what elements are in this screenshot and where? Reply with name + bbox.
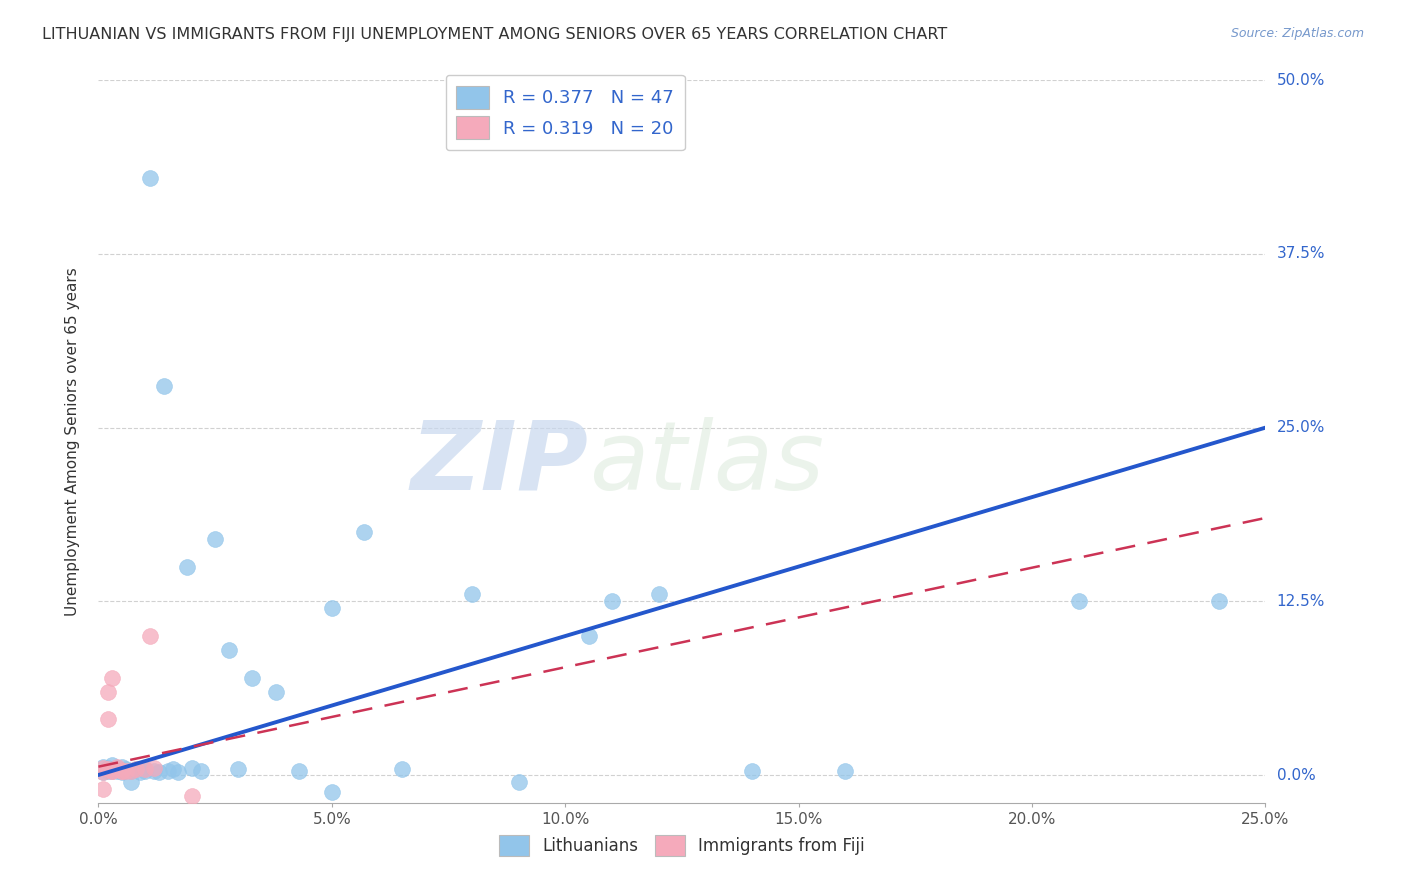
Point bbox=[105, 760, 128, 774]
Point bbox=[105, 764, 128, 778]
Text: 37.5%: 37.5% bbox=[1277, 246, 1324, 261]
Point bbox=[1067, 594, 1090, 608]
Point bbox=[101, 758, 124, 772]
Point bbox=[101, 671, 124, 685]
Point bbox=[129, 765, 152, 780]
Point bbox=[152, 379, 174, 393]
Point bbox=[111, 765, 134, 780]
Point bbox=[157, 764, 180, 778]
Point bbox=[97, 684, 120, 698]
Point bbox=[1208, 594, 1230, 608]
Point bbox=[321, 601, 343, 615]
Point bbox=[264, 684, 287, 698]
Point bbox=[97, 763, 120, 777]
Point bbox=[321, 785, 343, 799]
Point bbox=[166, 765, 188, 780]
Point bbox=[91, 765, 114, 780]
Point bbox=[134, 763, 156, 777]
Point bbox=[134, 763, 156, 777]
Point bbox=[391, 763, 413, 777]
Point bbox=[115, 764, 138, 778]
Point bbox=[176, 559, 198, 574]
Text: Source: ZipAtlas.com: Source: ZipAtlas.com bbox=[1230, 27, 1364, 40]
Point bbox=[218, 643, 240, 657]
Point bbox=[120, 764, 142, 778]
Point bbox=[111, 764, 134, 778]
Text: 0.0%: 0.0% bbox=[1277, 767, 1315, 782]
Point bbox=[115, 763, 138, 777]
Legend: Lithuanians, Immigrants from Fiji: Lithuanians, Immigrants from Fiji bbox=[492, 829, 872, 863]
Point bbox=[125, 763, 148, 777]
Point bbox=[97, 764, 120, 778]
Point bbox=[101, 764, 124, 778]
Point bbox=[105, 763, 128, 777]
Point bbox=[578, 629, 600, 643]
Point bbox=[148, 765, 170, 780]
Point bbox=[101, 764, 124, 778]
Point bbox=[600, 594, 623, 608]
Point bbox=[120, 764, 142, 778]
Text: LITHUANIAN VS IMMIGRANTS FROM FIJI UNEMPLOYMENT AMONG SENIORS OVER 65 YEARS CORR: LITHUANIAN VS IMMIGRANTS FROM FIJI UNEMP… bbox=[42, 27, 948, 42]
Point bbox=[91, 760, 114, 774]
Point bbox=[228, 763, 250, 777]
Point bbox=[97, 713, 120, 727]
Point bbox=[139, 629, 162, 643]
Point bbox=[741, 764, 763, 778]
Point bbox=[120, 775, 142, 789]
Point bbox=[125, 763, 148, 777]
Point bbox=[180, 761, 202, 775]
Point bbox=[190, 764, 212, 778]
Point bbox=[143, 764, 166, 778]
Point bbox=[134, 764, 156, 778]
Point bbox=[91, 761, 114, 775]
Point bbox=[111, 760, 134, 774]
Point bbox=[461, 587, 484, 601]
Point bbox=[101, 764, 124, 778]
Point bbox=[97, 761, 120, 775]
Text: 12.5%: 12.5% bbox=[1277, 594, 1324, 609]
Point bbox=[647, 587, 669, 601]
Text: 25.0%: 25.0% bbox=[1277, 420, 1324, 435]
Y-axis label: Unemployment Among Seniors over 65 years: Unemployment Among Seniors over 65 years bbox=[65, 268, 80, 615]
Text: atlas: atlas bbox=[589, 417, 824, 509]
Point bbox=[105, 761, 128, 775]
Point bbox=[101, 763, 124, 777]
Text: 50.0%: 50.0% bbox=[1277, 73, 1324, 87]
Point bbox=[143, 761, 166, 775]
Text: ZIP: ZIP bbox=[411, 417, 589, 509]
Point bbox=[180, 789, 202, 803]
Point bbox=[204, 532, 226, 546]
Point bbox=[242, 671, 264, 685]
Point bbox=[834, 764, 856, 778]
Point bbox=[91, 781, 114, 796]
Point bbox=[139, 170, 162, 185]
Point bbox=[162, 763, 184, 777]
Point bbox=[111, 764, 134, 778]
Point bbox=[508, 775, 530, 789]
Point bbox=[288, 764, 311, 778]
Point bbox=[353, 524, 375, 539]
Point bbox=[91, 765, 114, 780]
